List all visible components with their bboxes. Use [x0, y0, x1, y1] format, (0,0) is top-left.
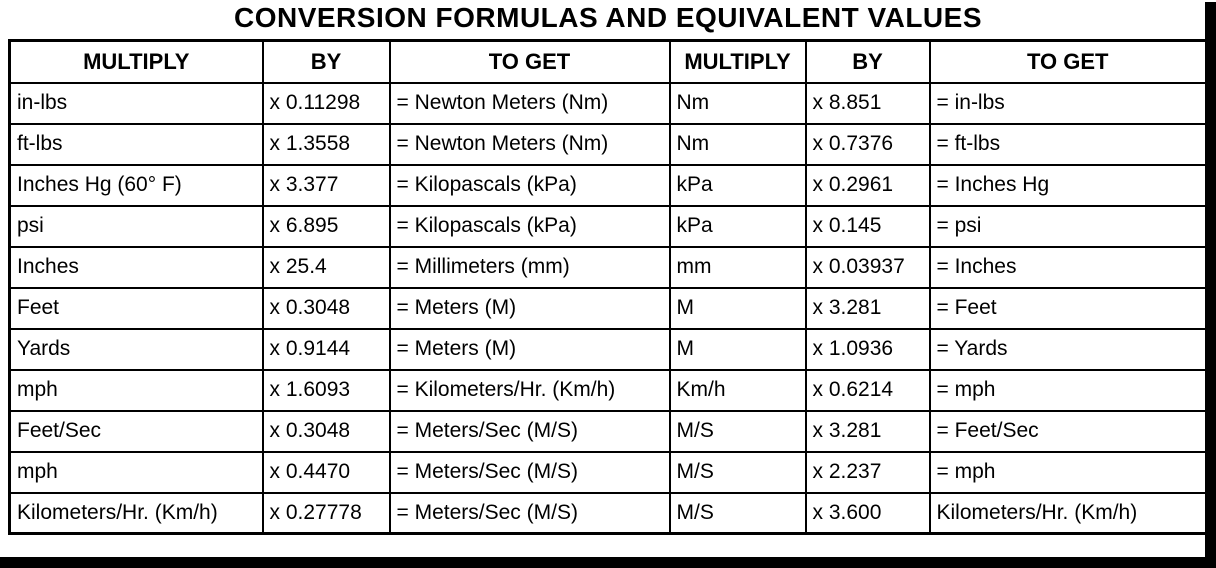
table-cell: = Meters (M)	[388, 327, 671, 371]
table-cell: = Meters/Sec (M/S)	[388, 409, 671, 453]
table-cell: = Kilopascals (kPa)	[388, 204, 671, 248]
table-row: in-lbs x 0.11298 = Newton Meters (Nm) Nm x 8…	[8, 81, 1208, 125]
table-cell: = Yards	[928, 327, 1208, 371]
table-cell: = Feet	[928, 286, 1208, 330]
table-cell: x 0.3048	[261, 286, 391, 330]
table-cell: mm	[668, 245, 807, 289]
table-row: Kilometers/Hr. (Km/h) x 0.27778 = Meters/S…	[8, 491, 1208, 535]
table-cell: = Kilopascals (kPa)	[388, 163, 671, 207]
table-cell: x 0.11298	[261, 81, 391, 125]
table-cell: x 0.4470	[261, 450, 391, 494]
table-cell: Feet/Sec	[8, 409, 264, 453]
table-cell: = Meters/Sec (M/S)	[388, 450, 671, 494]
table-row: Inches x 25.4 = Millimeters (mm) mm x 0.0393…	[8, 245, 1208, 289]
header-toget-left: TO GET	[388, 39, 671, 84]
table-cell: mph	[8, 450, 264, 494]
table-cell: x 1.0936	[804, 327, 931, 371]
table-cell: x 0.03937	[804, 245, 931, 289]
table-cell: = Kilometers/Hr. (Km/h)	[388, 368, 671, 412]
table-cell: Nm	[668, 81, 807, 125]
table-cell: x 0.6214	[804, 368, 931, 412]
table-cell: x 0.2961	[804, 163, 931, 207]
table-cell: ft-lbs	[8, 122, 264, 166]
scan-edge-bottom	[0, 557, 1216, 568]
table-cell: M/S	[668, 491, 807, 535]
table-cell: Kilometers/Hr. (Km/h)	[8, 491, 264, 535]
table-cell: = Inches	[928, 245, 1208, 289]
table-cell: Inches	[8, 245, 264, 289]
table-cell: Km/h	[668, 368, 807, 412]
table-cell: in-lbs	[8, 81, 264, 125]
table-cell: x 3.377	[261, 163, 391, 207]
header-by-right: BY	[804, 39, 931, 84]
table-cell: = Newton Meters (Nm)	[388, 122, 671, 166]
table-cell: = Inches Hg	[928, 163, 1208, 207]
table-cell: x 1.3558	[261, 122, 391, 166]
table-cell: Kilometers/Hr. (Km/h)	[928, 491, 1208, 535]
table-cell: = mph	[928, 368, 1208, 412]
table-row: Inches Hg (60° F) x 3.377 = Kilopascals (k…	[8, 163, 1208, 207]
table-cell: = Meters/Sec (M/S)	[388, 491, 671, 535]
table-cell: Feet	[8, 286, 264, 330]
table-cell: x 25.4	[261, 245, 391, 289]
table-row: psi x 6.895 = Kilopascals (kPa) kPa x 0.145 =…	[8, 204, 1208, 248]
table-row: mph x 1.6093 = Kilometers/Hr. (Km/h) Km/h x …	[8, 368, 1208, 412]
table-cell: = Newton Meters (Nm)	[388, 81, 671, 125]
table-cell: x 0.3048	[261, 409, 391, 453]
table-row: mph x 0.4470 = Meters/Sec (M/S) M/S x 2.237 =…	[8, 450, 1208, 494]
table-cell: kPa	[668, 204, 807, 248]
table-cell: x 0.7376	[804, 122, 931, 166]
table-cell: Yards	[8, 327, 264, 371]
table-cell: x 0.27778	[261, 491, 391, 535]
table-cell: M	[668, 327, 807, 371]
table-cell: M/S	[668, 409, 807, 453]
table-cell: x 3.281	[804, 286, 931, 330]
table-cell: = Meters (M)	[388, 286, 671, 330]
table-cell: x 0.145	[804, 204, 931, 248]
header-row: MULTIPLY BY TO GET MULTIPLY BY TO GET	[8, 39, 1208, 84]
table-cell: = psi	[928, 204, 1208, 248]
table-header: MULTIPLY BY TO GET MULTIPLY BY TO GET	[8, 39, 1208, 84]
table-body: in-lbs x 0.11298 = Newton Meters (Nm) Nm x 8…	[8, 81, 1208, 535]
header-by-left: BY	[261, 39, 391, 84]
table-cell: = Feet/Sec	[928, 409, 1208, 453]
table-row: ft-lbs x 1.3558 = Newton Meters (Nm) Nm x 0.…	[8, 122, 1208, 166]
table-cell: = in-lbs	[928, 81, 1208, 125]
header-toget-right: TO GET	[928, 39, 1208, 84]
table-cell: x 3.281	[804, 409, 931, 453]
conversion-table: MULTIPLY BY TO GET MULTIPLY BY TO GET in…	[8, 39, 1208, 535]
table-cell: x 8.851	[804, 81, 931, 125]
table-cell: = ft-lbs	[928, 122, 1208, 166]
table-row: Feet/Sec x 0.3048 = Meters/Sec (M/S) M/S x 3…	[8, 409, 1208, 453]
table-cell: M/S	[668, 450, 807, 494]
header-multiply-right: MULTIPLY	[668, 39, 807, 84]
table-cell: psi	[8, 204, 264, 248]
page-title: CONVERSION FORMULAS AND EQUIVALENT VALUE…	[233, 2, 982, 33]
header-multiply-left: MULTIPLY	[8, 39, 264, 84]
scan-edge-right	[1205, 2, 1216, 568]
table-cell: x 1.6093	[261, 368, 391, 412]
table-cell: x 6.895	[261, 204, 391, 248]
table-cell: Inches Hg (60° F)	[8, 163, 264, 207]
table-cell: = Millimeters (mm)	[388, 245, 671, 289]
table-cell: x 3.600	[804, 491, 931, 535]
table-cell: M	[668, 286, 807, 330]
table-cell: x 0.9144	[261, 327, 391, 371]
table-cell: kPa	[668, 163, 807, 207]
table-cell: Nm	[668, 122, 807, 166]
table-cell: = mph	[928, 450, 1208, 494]
table-cell: x 2.237	[804, 450, 931, 494]
table-cell: mph	[8, 368, 264, 412]
